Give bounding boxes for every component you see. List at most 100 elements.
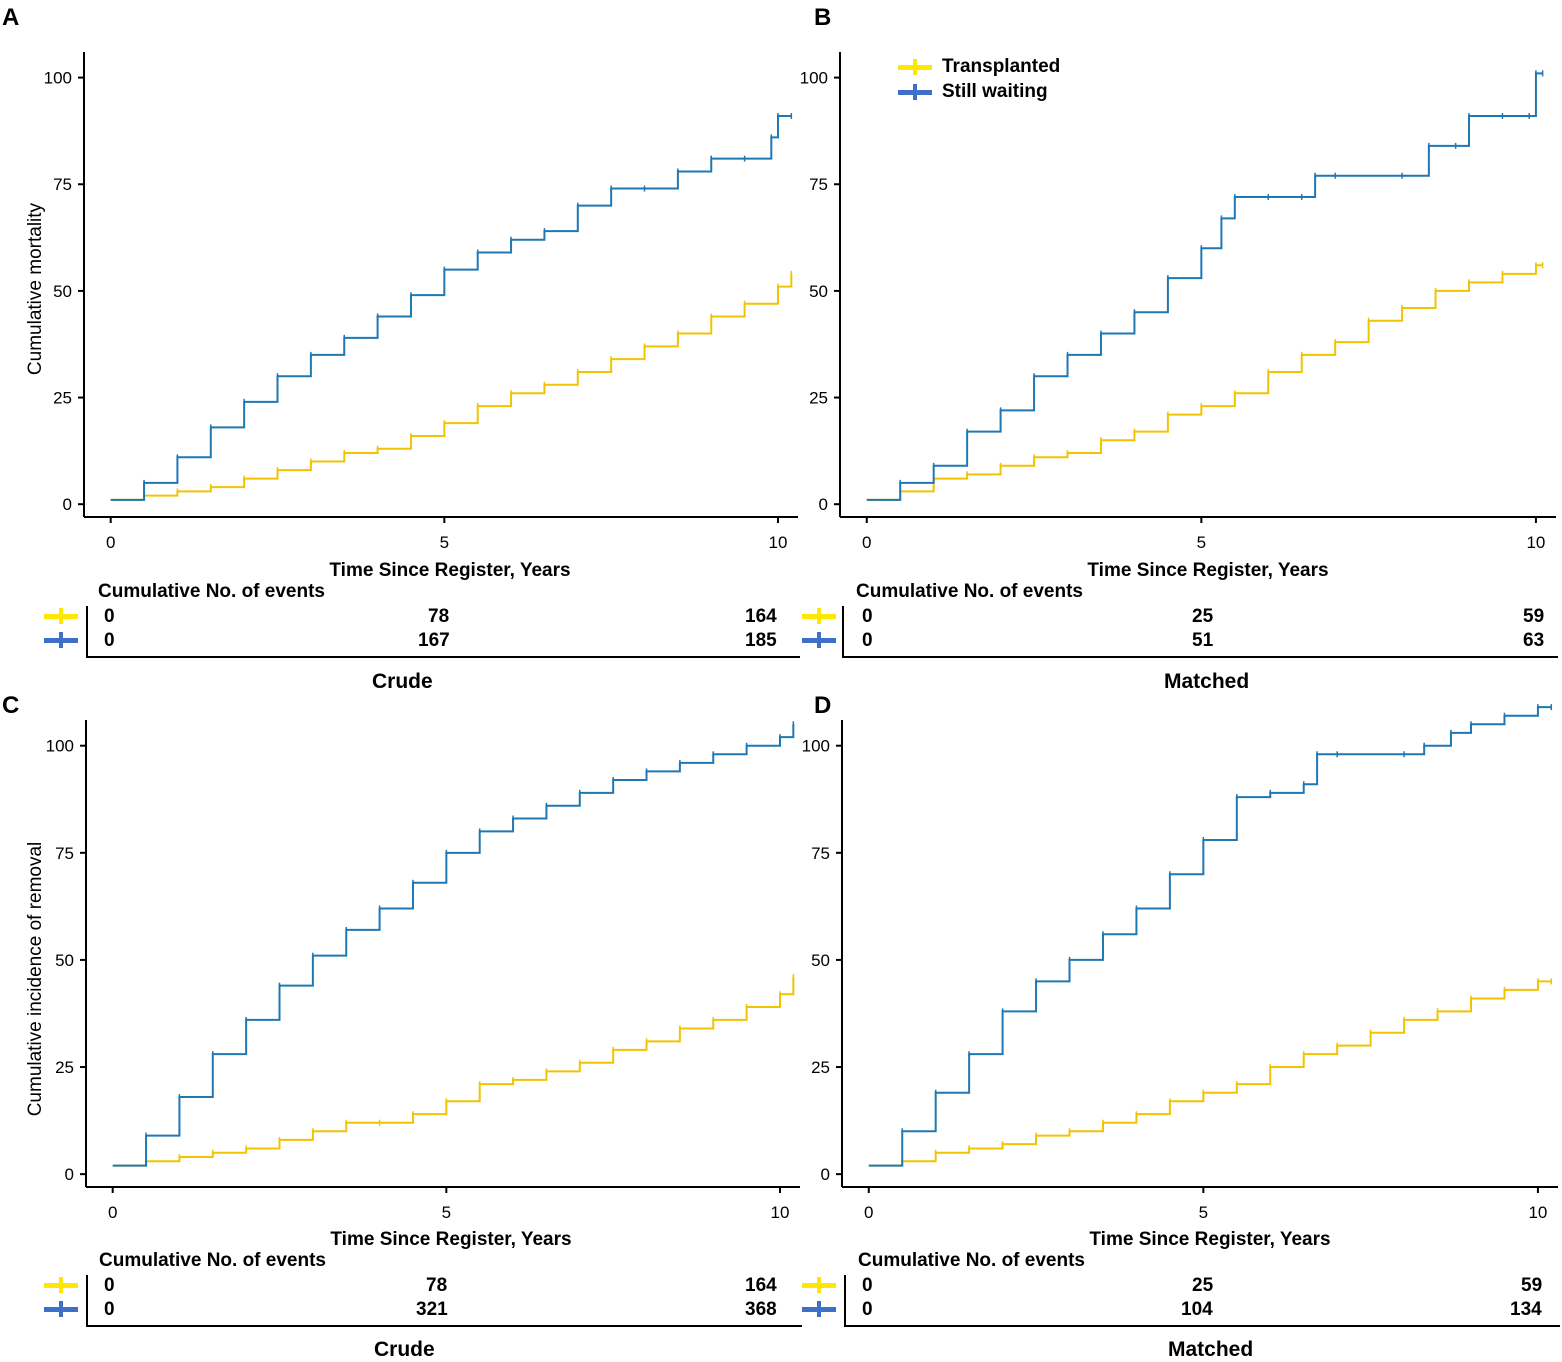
series-line-transplanted-d — [868, 980, 1552, 1167]
risk-marker-still-waiting-icon — [802, 630, 836, 650]
risk-value: 0 — [862, 1275, 873, 1296]
legend-item-transplanted: Transplanted — [898, 54, 1060, 79]
risk-table-axis-c — [86, 1275, 802, 1327]
panel-label-a: A — [2, 4, 20, 31]
still-waiting-swatch-icon — [898, 82, 932, 102]
risk-marker-transplanted-icon — [44, 606, 78, 626]
y-tick-label: 25 — [53, 389, 72, 408]
caption-b: Matched — [1164, 670, 1250, 693]
risk-value: 78 — [428, 606, 450, 627]
risk-marker-still-waiting-icon — [802, 1299, 836, 1319]
risk-table-title-d: Cumulative No. of events — [858, 1250, 1085, 1271]
risk-value: 51 — [1192, 630, 1214, 651]
caption-c: Crude — [374, 1338, 435, 1361]
y-tick-label: 50 — [811, 951, 830, 970]
x-tick-label: 10 — [1526, 533, 1545, 552]
risk-table-title-a: Cumulative No. of events — [98, 581, 325, 602]
x-tick-label: 0 — [864, 1203, 873, 1222]
risk-value: 164 — [745, 606, 777, 627]
y-tick-label: 50 — [55, 951, 74, 970]
y-tick-label: 0 — [65, 1165, 74, 1184]
risk-value: 0 — [104, 1299, 115, 1320]
risk-table-title-b: Cumulative No. of events — [856, 581, 1083, 602]
x-tick-label: 0 — [108, 1203, 117, 1222]
series-line-still-waiting-a — [110, 114, 792, 501]
y-tick-label: 75 — [811, 844, 830, 863]
risk-marker-transplanted-icon — [44, 1275, 78, 1295]
risk-value: 63 — [1523, 630, 1545, 651]
risk-value: 78 — [426, 1275, 448, 1296]
x-axis-title-c: Time Since Register, Years — [330, 1229, 571, 1250]
series-line-transplanted-b — [866, 264, 1543, 501]
x-axis-title-b: Time Since Register, Years — [1087, 560, 1328, 581]
risk-value: 0 — [862, 606, 873, 627]
risk-value: 0 — [104, 1275, 115, 1296]
x-tick-label: 5 — [1197, 533, 1206, 552]
x-tick-label: 0 — [862, 533, 871, 552]
x-tick-label: 5 — [442, 1203, 451, 1222]
y-tick-label: 100 — [46, 737, 74, 756]
legend-label-transplanted: Transplanted — [942, 55, 1061, 77]
risk-marker-still-waiting-icon — [44, 630, 78, 650]
risk-marker-transplanted-icon — [802, 1275, 836, 1295]
panel-label-c: C — [2, 692, 20, 719]
risk-marker-transplanted-icon — [802, 606, 836, 626]
y-tick-label: 75 — [53, 175, 72, 194]
y-tick-label: 25 — [55, 1058, 74, 1077]
series-line-transplanted-a — [110, 273, 793, 501]
y-tick-label: 50 — [53, 282, 72, 301]
risk-value: 368 — [745, 1299, 777, 1320]
y-tick-label: 0 — [821, 1165, 830, 1184]
series-line-still-waiting-c — [112, 724, 795, 1167]
transplanted-swatch-icon — [898, 57, 932, 77]
x-axis-title-d: Time Since Register, Years — [1089, 1229, 1330, 1250]
y-tick-label: 50 — [809, 282, 828, 301]
x-tick-label: 10 — [1528, 1203, 1547, 1222]
risk-value: 185 — [745, 630, 777, 651]
y-tick-label: 75 — [55, 844, 74, 863]
legend-item-still-waiting: Still waiting — [898, 79, 1060, 104]
legend-label-still-waiting: Still waiting — [942, 80, 1048, 102]
y-tick-label: 25 — [811, 1058, 830, 1077]
y-tick-label: 100 — [802, 737, 830, 756]
y-tick-label: 100 — [44, 69, 72, 88]
risk-value: 59 — [1521, 1275, 1543, 1296]
panel-label-b: B — [814, 4, 832, 31]
risk-value: 0 — [104, 630, 115, 651]
risk-value: 104 — [1181, 1299, 1213, 1320]
x-axis-title-a: Time Since Register, Years — [329, 560, 570, 581]
risk-table-title-c: Cumulative No. of events — [99, 1250, 326, 1271]
risk-value: 164 — [745, 1275, 777, 1296]
x-tick-label: 0 — [106, 533, 115, 552]
panel-label-d: D — [814, 692, 832, 719]
risk-value: 321 — [416, 1299, 448, 1320]
y-tick-label: 100 — [800, 69, 828, 88]
risk-value: 25 — [1192, 606, 1214, 627]
y-tick-label: 75 — [809, 175, 828, 194]
risk-value: 134 — [1510, 1299, 1542, 1320]
risk-value: 0 — [104, 606, 115, 627]
series-line-transplanted-c — [112, 977, 795, 1167]
risk-table-axis-d — [844, 1275, 1560, 1327]
caption-a: Crude — [372, 670, 433, 693]
x-tick-label: 5 — [1199, 1203, 1208, 1222]
risk-value: 167 — [418, 630, 450, 651]
series-line-still-waiting-b — [866, 72, 1543, 501]
caption-d: Matched — [1168, 1338, 1254, 1361]
series-line-still-waiting-d — [868, 706, 1552, 1167]
risk-value: 25 — [1192, 1275, 1214, 1296]
risk-value: 0 — [862, 630, 873, 651]
risk-table-axis-b — [842, 606, 1558, 658]
x-tick-label: 10 — [769, 533, 788, 552]
y-tick-label: 25 — [809, 389, 828, 408]
risk-marker-still-waiting-icon — [44, 1299, 78, 1319]
y-tick-label: 0 — [63, 495, 72, 514]
risk-value: 59 — [1523, 606, 1545, 627]
x-tick-label: 5 — [440, 533, 449, 552]
x-tick-label: 10 — [771, 1203, 790, 1222]
risk-value: 0 — [862, 1299, 873, 1320]
legend: Transplanted Still waiting — [898, 54, 1060, 104]
risk-table-axis-a — [86, 606, 800, 658]
y-tick-label: 0 — [819, 495, 828, 514]
